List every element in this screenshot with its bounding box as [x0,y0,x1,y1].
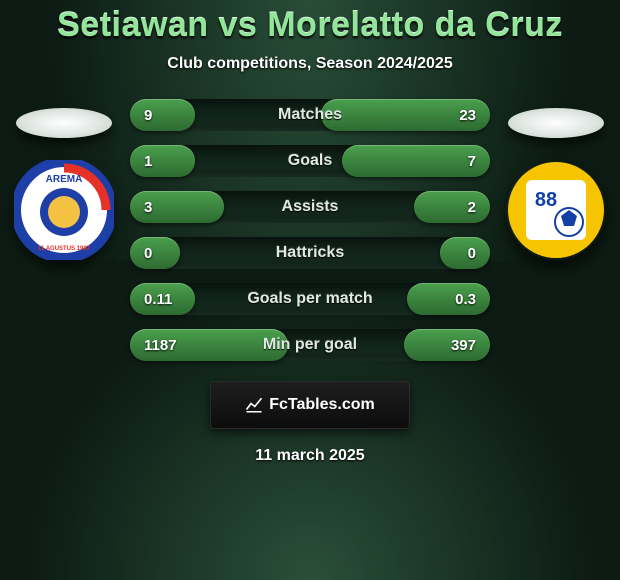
stat-label: Matches [130,99,490,131]
stat-label: Hattricks [130,237,490,269]
club-crest-right: 88 [506,160,606,260]
club-crest-left: AREMA 11 AGUSTUS 1987 [14,160,114,260]
stat-label: Min per goal [130,329,490,361]
brand-chart-icon [245,396,263,414]
crest-svg: 88 [506,160,606,260]
stat-bar: 923Matches [130,99,490,131]
player-photo-placeholder [16,108,112,138]
stat-label: Goals per match [130,283,490,315]
content: Setiawan vs Morelatto da Cruz Club compe… [0,0,620,580]
stat-bar: 0.110.3Goals per match [130,283,490,315]
brand-box[interactable]: FcTables.com [210,381,410,429]
stat-bar: 17Goals [130,145,490,177]
stat-label: Assists [130,191,490,223]
svg-text:AREMA: AREMA [46,174,83,185]
subtitle: Club competitions, Season 2024/2025 [167,55,452,73]
svg-text:11 AGUSTUS 1987: 11 AGUSTUS 1987 [38,246,91,252]
crest-svg: AREMA 11 AGUSTUS 1987 [14,160,114,260]
date: 11 march 2025 [255,447,364,465]
stat-label: Goals [130,145,490,177]
player-photo-placeholder [508,108,604,138]
bars-container: 923Matches 17Goals 32Assists 00Hattricks 0.1… [130,99,490,361]
page-title: Setiawan vs Morelatto da Cruz [57,6,563,45]
right-player-column: 88 [506,108,606,260]
svg-text:88: 88 [535,189,557,211]
stat-bar: 32Assists [130,191,490,223]
stat-bar: 00Hattricks [130,237,490,269]
left-player-column: AREMA 11 AGUSTUS 1987 [14,108,114,260]
stat-bar: 1187397Min per goal [130,329,490,361]
comparison-card: Setiawan vs Morelatto da Cruz Club compe… [0,0,620,580]
brand-text: FcTables.com [269,396,375,414]
